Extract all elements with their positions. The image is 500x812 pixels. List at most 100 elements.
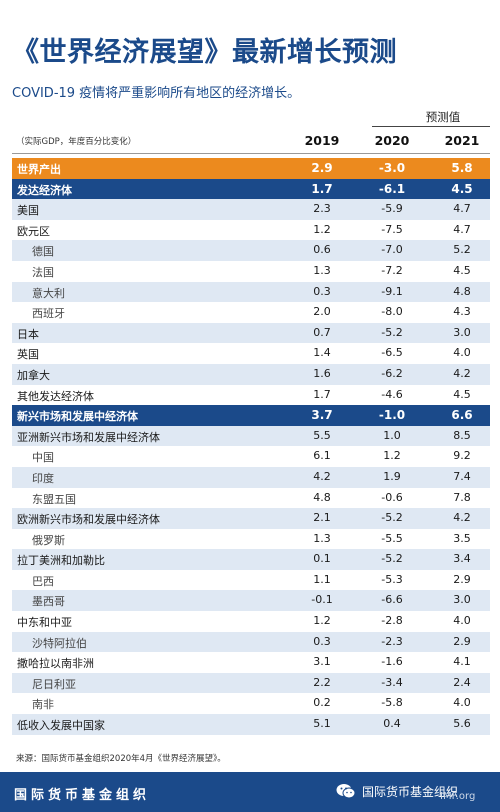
table-row: 发达经济体 1.7 -6.1 4.5 <box>12 178 490 200</box>
value-2021: 5.6 <box>453 717 471 731</box>
table-row: 加拿大 1.6 -6.2 4.2 <box>12 363 490 385</box>
value-2021: 9.2 <box>453 449 471 463</box>
table-row: 亚洲新兴市场和发展中经济体 5.5 1.0 8.5 <box>12 425 490 447</box>
row-label: 南非 <box>32 698 54 712</box>
value-2020: -3.4 <box>381 675 403 689</box>
value-2019: 1.6 <box>313 366 331 380</box>
row-label: 中东和中亚 <box>17 616 72 630</box>
value-2019: 0.3 <box>313 284 331 298</box>
footer-url: IMF.org <box>440 791 476 802</box>
value-2020: 1.9 <box>383 469 401 483</box>
value-2019: 2.1 <box>313 511 331 525</box>
value-2020: -6.2 <box>381 366 403 380</box>
value-2021: 8.5 <box>453 428 471 442</box>
value-2019: 1.7 <box>311 181 333 196</box>
row-label: 德国 <box>32 245 54 259</box>
value-2020: -6.6 <box>381 593 403 607</box>
value-2020: -5.8 <box>381 696 403 710</box>
value-2021: 4.0 <box>453 614 471 628</box>
value-2021: 4.1 <box>453 655 471 669</box>
value-2019: 5.5 <box>313 428 331 442</box>
row-label: 日本 <box>17 327 39 341</box>
row-label: 巴西 <box>32 574 54 588</box>
value-2020: -9.1 <box>381 284 403 298</box>
value-2019: 3.7 <box>311 408 333 423</box>
value-2019: 1.3 <box>313 263 331 277</box>
page-title: 《世界经济展望》最新增长预测 <box>12 37 397 68</box>
year-2020: 2020 <box>374 133 410 148</box>
source-note: 来源：国际货币基金组织2020年4月《世界经济展望》。 <box>16 754 226 764</box>
row-label: 中国 <box>32 451 54 465</box>
row-label: 亚洲新兴市场和发展中经济体 <box>17 430 160 444</box>
row-label: 欧元区 <box>17 224 50 238</box>
table-row: 沙特阿拉伯 0.3 -2.3 2.9 <box>12 631 490 653</box>
row-label: 尼日利亚 <box>32 677 76 691</box>
row-label: 英国 <box>17 348 39 362</box>
forecast-divider <box>372 126 490 127</box>
value-2021: 3.0 <box>453 593 471 607</box>
value-2019: 0.2 <box>313 696 331 710</box>
value-2019: 2.0 <box>313 305 331 319</box>
table-row: 中国 6.1 1.2 9.2 <box>12 446 490 467</box>
row-label: 西班牙 <box>32 307 65 321</box>
row-label: 意大利 <box>32 286 65 300</box>
value-2021: 5.8 <box>451 161 473 175</box>
value-2019: 0.7 <box>313 325 331 339</box>
value-2020: -7.5 <box>381 222 403 236</box>
value-2019: 2.3 <box>313 202 331 216</box>
value-2020: -7.0 <box>381 243 403 257</box>
table-row: 欧元区 1.2 -7.5 4.7 <box>12 220 490 241</box>
value-2019: 1.3 <box>313 531 331 545</box>
value-2021: 2.4 <box>453 675 471 689</box>
value-2019: 2.9 <box>311 161 333 175</box>
row-label: 新兴市场和发展中经济体 <box>17 410 138 424</box>
value-2020: 0.4 <box>383 717 401 731</box>
value-2020: -2.3 <box>381 634 403 648</box>
wechat-icon <box>336 784 356 799</box>
table-row: 尼日利亚 2.2 -3.4 2.4 <box>12 672 490 694</box>
value-2021: 4.7 <box>453 222 471 236</box>
value-2021: 3.4 <box>453 552 471 566</box>
value-2019: 4.8 <box>313 490 331 504</box>
value-2021: 2.9 <box>453 634 471 648</box>
row-label: 墨西哥 <box>32 595 65 609</box>
value-2021: 4.8 <box>453 284 471 298</box>
table-row: 新兴市场和发展中经济体 3.7 -1.0 6.6 <box>12 405 490 426</box>
value-2020: 1.2 <box>383 449 401 463</box>
table-row: 世界产出 2.9 -3.0 5.8 <box>12 158 490 179</box>
value-2020: -7.2 <box>381 263 403 277</box>
page-subtitle: COVID-19 疫情将严重影响所有地区的经济增长。 <box>12 86 301 101</box>
table-row: 撒哈拉以南非洲 3.1 -1.6 4.1 <box>12 652 490 673</box>
footer-bar: 国际货币基金组织 国际货币基金组织 IMF.org <box>0 772 500 812</box>
table-row: 东盟五国 4.8 -0.6 7.8 <box>12 488 490 509</box>
table-row: 墨西哥 -0.1 -6.6 3.0 <box>12 590 490 612</box>
year-header: 2019 2020 2021 <box>0 133 500 153</box>
value-2021: 6.6 <box>451 408 473 423</box>
value-2020: -4.6 <box>381 387 403 401</box>
row-label: 拉丁美洲和加勒比 <box>17 554 105 568</box>
table-row: 法国 1.3 -7.2 4.5 <box>12 261 490 282</box>
value-2019: 1.4 <box>313 346 331 360</box>
value-2021: 4.0 <box>453 696 471 710</box>
footer-org-name: 国际货币基金组织 <box>14 788 151 803</box>
wechat-account-name: 国际货币基金组织 <box>362 785 459 799</box>
table-row: 英国 1.4 -6.5 4.0 <box>12 343 490 364</box>
value-2020: -5.2 <box>381 511 403 525</box>
row-label: 撒哈拉以南非洲 <box>17 657 94 671</box>
row-label: 印度 <box>32 471 54 485</box>
table-row: 俄罗斯 1.3 -5.5 3.5 <box>12 529 490 550</box>
value-2021: 3.5 <box>453 531 471 545</box>
value-2019: 0.1 <box>313 552 331 566</box>
value-2019: 1.7 <box>313 387 331 401</box>
value-2021: 4.5 <box>451 181 473 196</box>
row-label: 东盟五国 <box>32 492 76 506</box>
table-row: 南非 0.2 -5.8 4.0 <box>12 693 490 714</box>
row-label: 美国 <box>17 204 39 218</box>
value-2020: -1.6 <box>381 655 403 669</box>
value-2019: 5.1 <box>313 717 331 731</box>
table-row: 拉丁美洲和加勒比 0.1 -5.2 3.4 <box>12 549 490 570</box>
unit-note: （实际GDP，年度百分比变化） <box>16 137 137 147</box>
value-2020: -5.2 <box>381 552 403 566</box>
value-2020: -6.5 <box>381 346 403 360</box>
value-2021: 4.3 <box>453 305 471 319</box>
